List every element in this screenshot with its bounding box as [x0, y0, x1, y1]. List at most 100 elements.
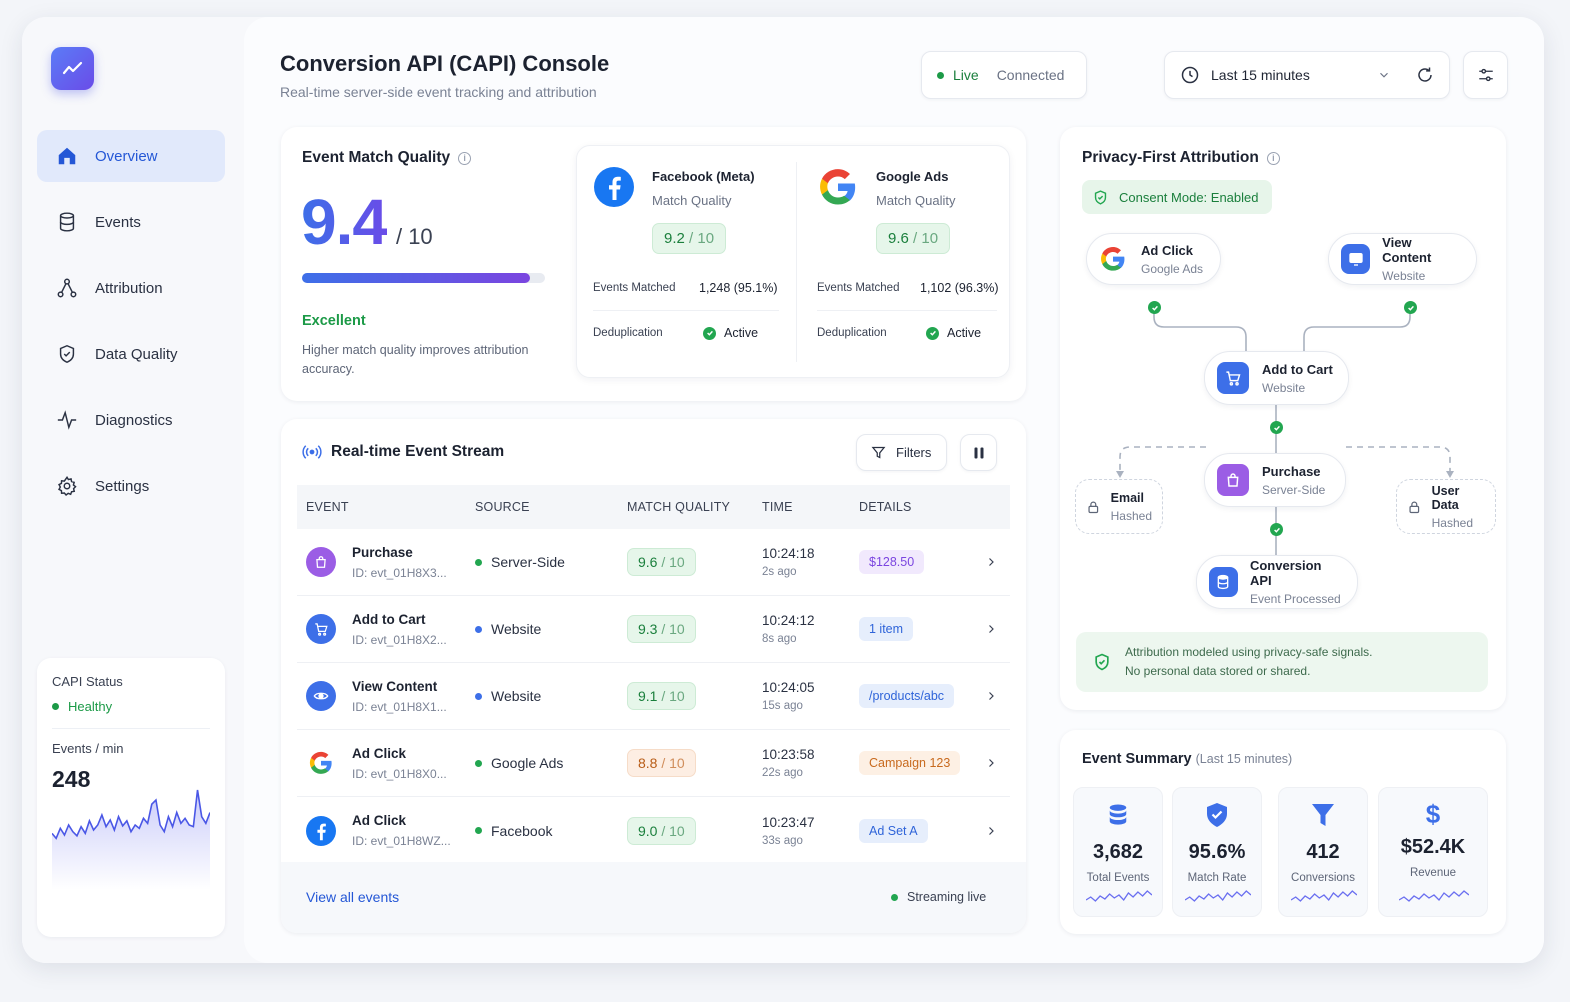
facebook-score-badge: 9.2 / 10 [652, 223, 727, 254]
time-ago: 22s ago [762, 767, 803, 779]
sidebar-item-data-quality[interactable]: Data Quality [37, 328, 225, 380]
app-logo[interactable] [51, 47, 94, 90]
filters-button[interactable]: Filters [856, 434, 947, 471]
settings-sliders-button[interactable] [1463, 51, 1508, 99]
mini-sparkline-line [1291, 890, 1357, 902]
flow-node-ad-click[interactable]: Ad Click Google Ads [1086, 233, 1221, 285]
col-header-time[interactable]: TIME [762, 500, 793, 514]
event-name: Add to Cart [352, 611, 426, 627]
details-cell: /products/abc [859, 684, 979, 708]
sidebar: Overview Events Attribution Data Quality… [22, 17, 244, 963]
privacy-note-line1: Attribution modeled using privacy-safe s… [1125, 645, 1373, 659]
stat-value: 412 [1306, 841, 1340, 863]
gear-icon [55, 474, 79, 498]
node-title: Email [1110, 490, 1144, 505]
table-row[interactable]: Purchase ID: evt_01H8X3... Server-Side 9.… [297, 529, 1010, 596]
facebook-name: Facebook (Meta) [652, 169, 755, 184]
node-sub: Hashed [1431, 515, 1473, 530]
view-all-events-link[interactable]: View all events [306, 889, 400, 905]
sidebar-item-attribution[interactable]: Attribution [37, 262, 225, 314]
sidebar-item-diagnostics[interactable]: Diagnostics [37, 394, 225, 446]
score: 9.6 [888, 230, 909, 247]
details-cell: Campaign 123 [859, 751, 979, 775]
table-row[interactable]: Ad Click ID: evt_01H8WZ... Facebook 9.0 /… [297, 797, 1010, 864]
table-row[interactable]: Add to Cart ID: evt_01H8X2... Website 9.3… [297, 596, 1010, 663]
chevron-right-icon[interactable] [985, 757, 997, 769]
filter-icon [871, 446, 886, 459]
event-match-quality-card: Event Match Quality i 9.4 / 10 Excellent … [281, 127, 1026, 401]
summary-range: (Last 15 minutes) [1195, 752, 1293, 766]
source-dot [475, 759, 482, 767]
check-icon [703, 326, 716, 340]
refresh-icon[interactable] [1416, 66, 1434, 84]
facebook-logo [593, 166, 635, 213]
emq-score-value: 9.4 [301, 186, 388, 258]
table-row[interactable]: Ad Click ID: evt_01H8X0... Google Ads 8.8… [297, 730, 1010, 797]
stat-label: Revenue [1409, 867, 1457, 879]
check-icon [1404, 301, 1417, 314]
flow-node-user-data[interactable]: User Data Hashed [1396, 479, 1496, 534]
node-title: Purchase [1262, 463, 1321, 479]
info-icon[interactable]: i [1266, 151, 1280, 165]
emq-title-text: Event Match Quality [302, 149, 451, 166]
divider [796, 162, 797, 362]
flow-node-conversion-api[interactable]: Conversion API Event Processed [1196, 555, 1358, 609]
detail-tag: /products/abc [859, 684, 955, 708]
capi-status-card: CAPI Status Healthy Events / min 248 [37, 658, 225, 937]
info-icon[interactable]: i [458, 151, 472, 165]
event-cell: Purchase ID: evt_01H8X3... [297, 545, 475, 580]
table-row[interactable]: View Content ID: evt_01H8X1... Website 9.… [297, 663, 1010, 730]
stat-label: Total Events [1086, 872, 1150, 884]
score: 9.2 [664, 230, 685, 247]
time-cell: 10:23:58 22s ago [762, 747, 859, 779]
chevron-right-icon[interactable] [985, 556, 997, 568]
emq-title: Event Match Quality i [302, 149, 472, 167]
shield-check-icon [1094, 189, 1107, 205]
chevron-right-icon[interactable] [985, 825, 997, 837]
score: 9.3 [638, 621, 658, 637]
match-quality-cell: 8.8 / 10 [627, 749, 762, 777]
status-dot [52, 703, 59, 710]
node-sub: Hashed [1110, 508, 1152, 523]
funnel-icon [1312, 804, 1334, 826]
facebook-matched-value: 1,248 (95.1%) [699, 281, 778, 295]
pause-button[interactable] [960, 434, 997, 471]
clock-icon [1181, 66, 1199, 84]
facebook-icon [594, 167, 634, 207]
consent-mode-badge: Consent Mode: Enabled [1082, 180, 1273, 214]
details-cell: $128.50 [859, 550, 979, 574]
google-dedup-status: Active [926, 326, 981, 340]
google-score-badge: 9.6 / 10 [876, 223, 951, 254]
chevron-right-icon[interactable] [985, 690, 997, 702]
source-cell: Google Ads [475, 755, 627, 771]
stat-sparkline [1086, 890, 1152, 902]
trend-icon [62, 61, 82, 74]
col-header-event[interactable]: EVENT [306, 500, 349, 514]
col-header-source[interactable]: SOURCE [475, 500, 530, 514]
google-matched-value: 1,102 (96.3%) [920, 281, 999, 295]
col-header-match-quality[interactable]: MATCH QUALITY [627, 500, 731, 514]
network-icon [55, 276, 79, 300]
google-name: Google Ads [876, 169, 949, 184]
google-icon [306, 748, 336, 778]
emq-grade: Excellent [302, 313, 366, 329]
event-id: ID: evt_01H8X2... [352, 632, 447, 647]
chevron-down-icon [1380, 72, 1388, 78]
score: 9.0 [638, 822, 658, 839]
flow-node-view-content[interactable]: View Content Website [1328, 233, 1477, 285]
divider [52, 728, 210, 729]
capi-status-value: Healthy [52, 699, 210, 714]
stat-revenue: $ $52.4K Revenue [1378, 787, 1488, 917]
events-per-min-label: Events / min [52, 741, 124, 756]
sidebar-item-settings[interactable]: Settings [37, 460, 225, 512]
sidebar-item-overview[interactable]: Overview [37, 130, 225, 182]
time-value: 10:23:47 [762, 814, 815, 830]
time-range-select[interactable]: Last 15 minutes [1164, 51, 1450, 99]
col-header-details[interactable]: DETAILS [859, 500, 912, 514]
flow-node-purchase[interactable]: Purchase Server-Side [1204, 453, 1346, 507]
flow-node-email[interactable]: Email Hashed [1075, 479, 1163, 534]
chevron-right-icon[interactable] [985, 623, 997, 635]
sidebar-item-events[interactable]: Events [37, 196, 225, 248]
facebook-matched-label: Events Matched [593, 282, 676, 294]
flow-node-add-to-cart[interactable]: Add to Cart Website [1204, 351, 1349, 405]
